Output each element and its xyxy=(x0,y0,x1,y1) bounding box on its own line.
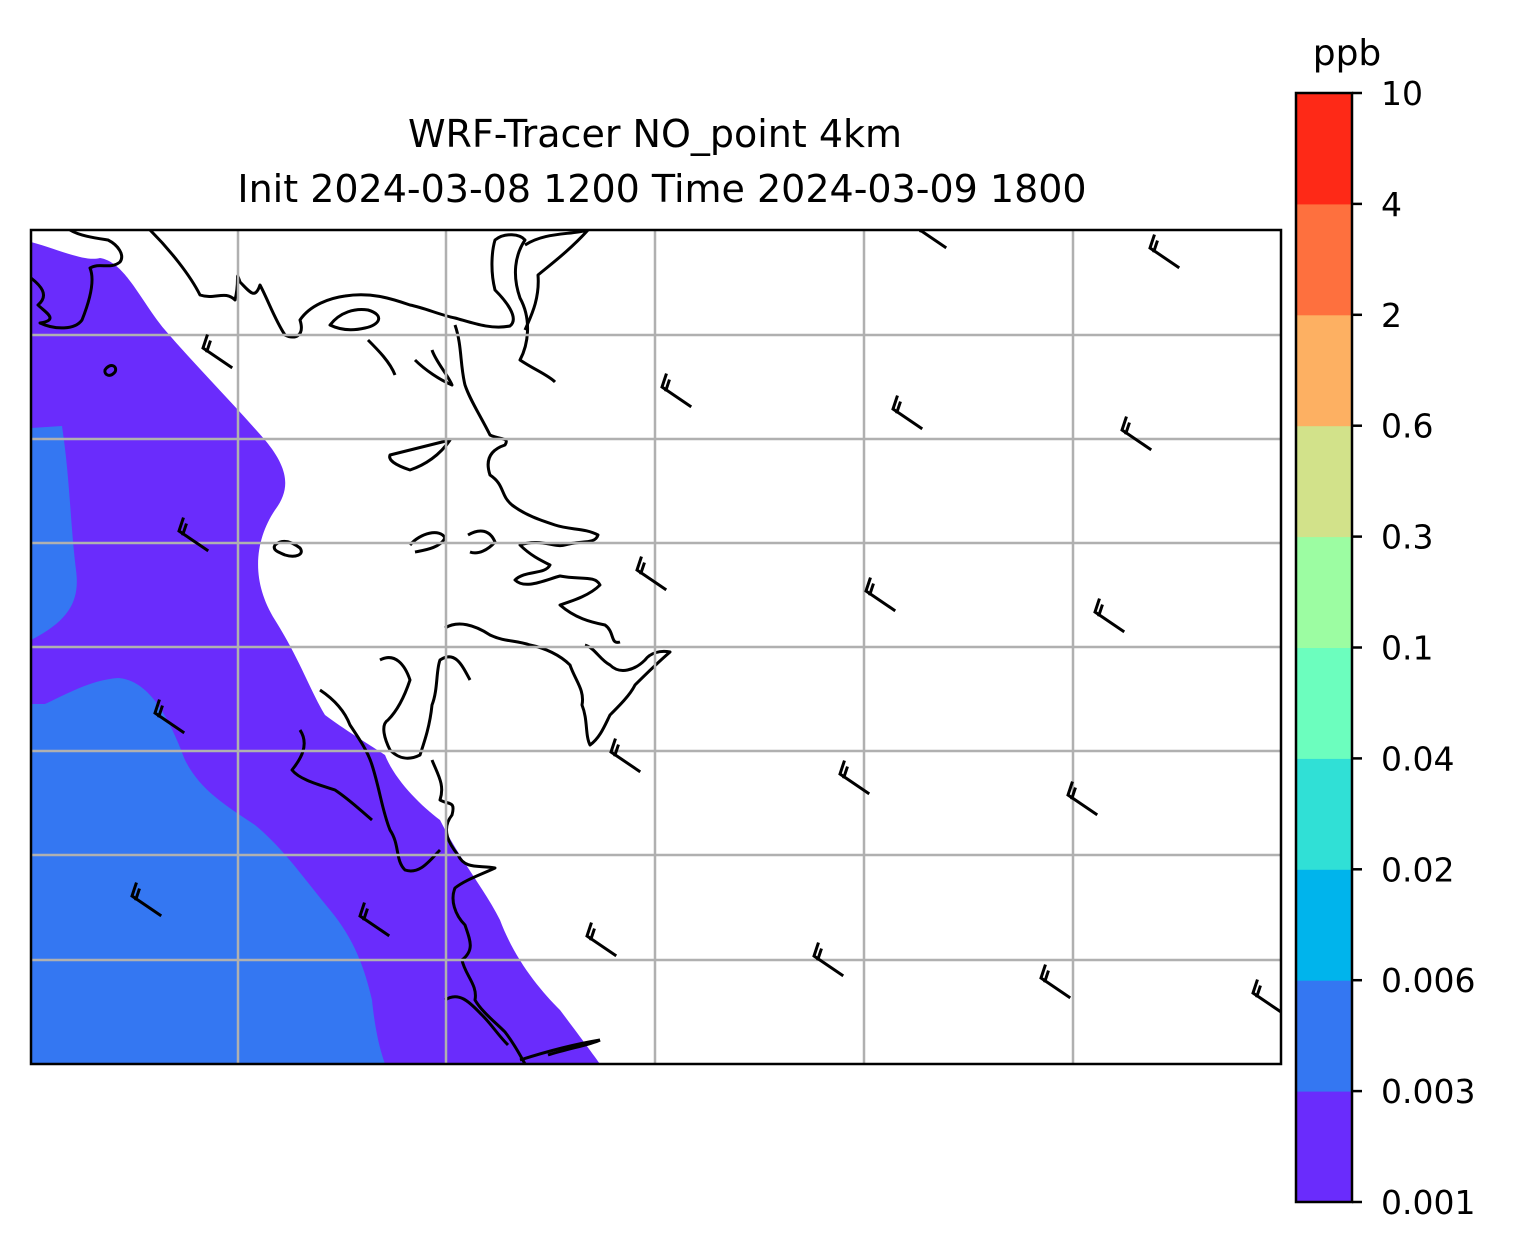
colorbar-tick-label: 0.04 xyxy=(1381,739,1454,778)
wind-barb xyxy=(838,760,871,796)
colorbar-tick-label: 0.3 xyxy=(1381,518,1433,557)
wind-barb xyxy=(1039,964,1072,1000)
wind-barbs xyxy=(130,230,1281,1014)
wind-barb xyxy=(864,577,897,613)
wind-barb xyxy=(1148,234,1181,270)
colorbar-tick-label: 0.1 xyxy=(1381,629,1433,668)
colorbar: ppb 0.001 0.003 0.006 0.02 0.04 0.1 0.3 0.6 2 4 10 xyxy=(1294,33,1475,1222)
colorbar-tick-label: 0.003 xyxy=(1381,1072,1475,1111)
wind-barb xyxy=(177,517,210,553)
tracer-field-second-band xyxy=(31,426,385,1064)
wind-barb xyxy=(201,334,234,370)
wind-barb xyxy=(1120,416,1153,452)
wind-barb xyxy=(1251,979,1281,1014)
colorbar-tick-label: 2 xyxy=(1381,296,1402,335)
wind-barb xyxy=(130,882,163,918)
title-line-1: WRF-Tracer NO_point 4km xyxy=(408,112,902,156)
wind-barb xyxy=(609,738,642,774)
colorbar-band xyxy=(1296,93,1352,205)
colorbar-band xyxy=(1296,758,1352,870)
colorbar-tick-label: 0.001 xyxy=(1381,1183,1475,1222)
coastline xyxy=(31,230,672,1064)
colorbar-band xyxy=(1296,536,1352,648)
colorbar-band xyxy=(1296,1091,1352,1203)
colorbar-tick-label: 0.02 xyxy=(1381,850,1454,889)
colorbar-band xyxy=(1296,425,1352,538)
colorbar-tick-label: 10 xyxy=(1381,74,1423,113)
wind-barb xyxy=(660,373,693,409)
colorbar-band xyxy=(1296,869,1352,981)
colorbar-tick-label: 0.6 xyxy=(1381,407,1433,446)
wind-barb xyxy=(635,556,668,592)
colorbar-band xyxy=(1296,980,1352,1092)
wind-barb xyxy=(917,230,948,250)
wind-barb xyxy=(891,395,924,431)
colorbar-band xyxy=(1296,203,1352,316)
wind-barb xyxy=(358,902,391,938)
wind-barb xyxy=(585,922,618,958)
wind-barb xyxy=(812,942,845,978)
colorbar-band xyxy=(1296,647,1352,759)
map-frame xyxy=(29,228,1283,1066)
map-panel xyxy=(29,228,1283,1066)
colorbar-tick-label: 4 xyxy=(1381,185,1402,224)
wind-barb xyxy=(1093,598,1126,634)
wind-barb xyxy=(1066,781,1099,817)
colorbar-band xyxy=(1296,314,1352,427)
title-line-2: Init 2024-03-08 1200 Time 2024-03-09 180… xyxy=(237,167,1086,211)
gridlines xyxy=(31,230,1281,1064)
colorbar-tick-label: 0.006 xyxy=(1381,961,1475,1000)
wind-barb xyxy=(153,699,186,735)
colorbar-unit-label: ppb xyxy=(1313,33,1382,74)
